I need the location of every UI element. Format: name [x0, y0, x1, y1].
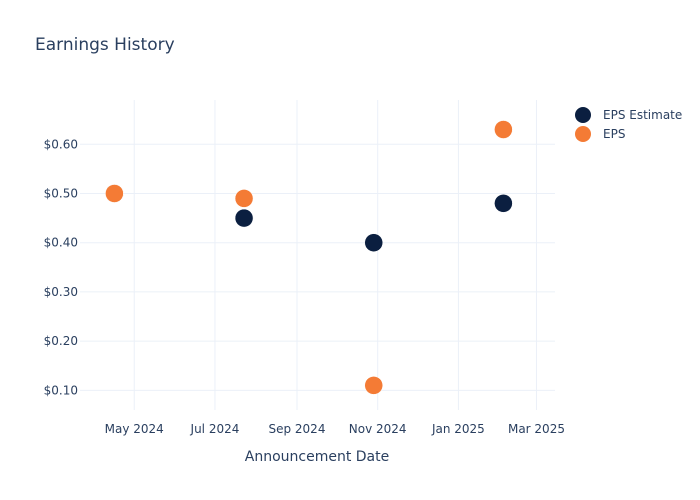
x-axis-title: Announcement Date: [245, 449, 389, 465]
data-point[interactable]: [105, 184, 124, 203]
legend-item[interactable]: EPS Estimate: [575, 107, 682, 123]
legend-label: EPS Estimate: [603, 108, 682, 122]
x-tick-label: Mar 2025: [508, 422, 565, 436]
data-point[interactable]: [364, 376, 383, 395]
legend-marker: [575, 126, 591, 142]
data-point[interactable]: [234, 208, 254, 228]
legend[interactable]: EPS Estimate EPS: [575, 107, 682, 142]
y-tick-label: $0.60: [44, 137, 78, 151]
x-tick-label: Nov 2024: [349, 422, 407, 436]
y-tick-label: $0.20: [44, 334, 78, 348]
x-tick-label: Sep 2024: [268, 422, 325, 436]
x-tick-label: May 2024: [105, 422, 164, 436]
chart-title: Earnings History: [35, 35, 175, 55]
data-point[interactable]: [234, 189, 254, 208]
x-tick-label: Jul 2024: [190, 422, 240, 436]
legend-item[interactable]: EPS: [575, 126, 625, 142]
data-points: [105, 120, 513, 395]
y-tick-label: $0.10: [44, 383, 78, 397]
grid: [80, 100, 555, 410]
data-point[interactable]: [494, 120, 513, 139]
legend-label: EPS: [603, 127, 625, 141]
data-point[interactable]: [494, 194, 513, 213]
y-tick-label: $0.30: [44, 285, 78, 299]
data-point[interactable]: [364, 233, 383, 252]
y-axis-ticks: $0.10 $0.20 $0.30 $0.40 $0.50 $0.60: [44, 137, 78, 397]
x-tick-label: Jan 2025: [431, 422, 485, 436]
y-tick-label: $0.50: [44, 186, 78, 200]
legend-marker: [575, 107, 591, 123]
y-tick-label: $0.40: [44, 236, 78, 250]
x-axis-ticks: May 2024 Jul 2024 Sep 2024 Nov 2024 Jan 2025…: [105, 422, 565, 436]
